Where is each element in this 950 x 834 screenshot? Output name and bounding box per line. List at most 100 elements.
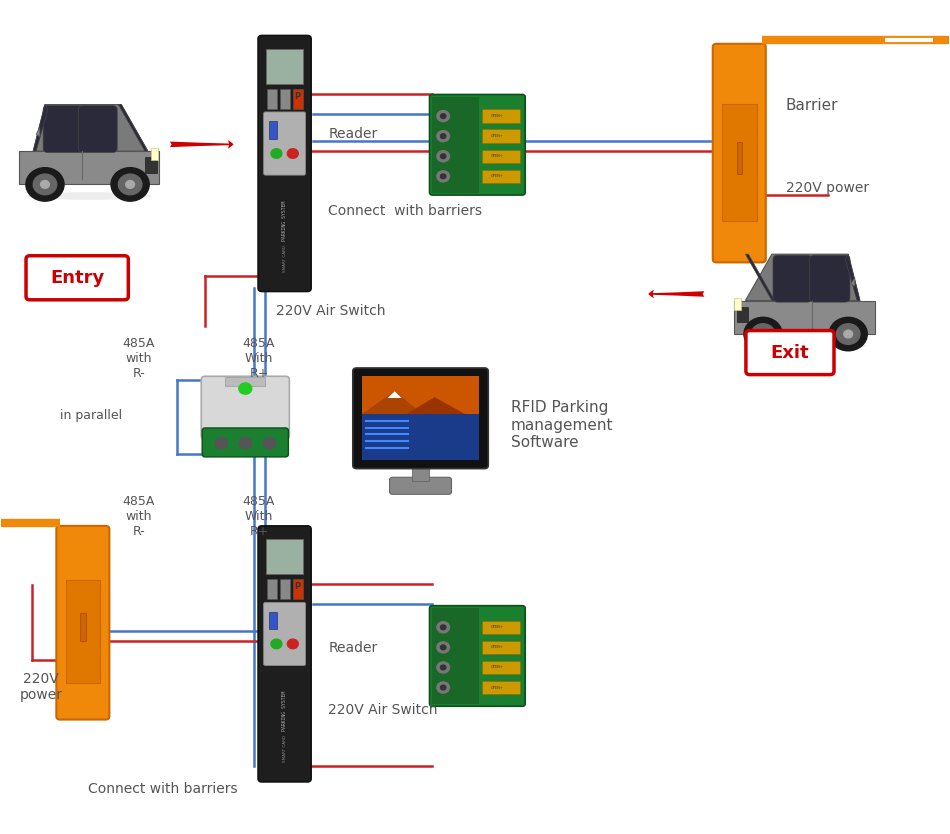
Text: RFID Parking
management
Software: RFID Parking management Software [511, 400, 614, 450]
Circle shape [441, 686, 446, 690]
Text: 485A
With
R+: 485A With R+ [243, 337, 276, 380]
Bar [293, 88, 303, 108]
FancyBboxPatch shape [201, 376, 290, 439]
Bar [722, 104, 756, 221]
Bar [66, 580, 100, 682]
Circle shape [238, 383, 252, 394]
Bar [269, 121, 276, 138]
Circle shape [441, 625, 446, 630]
Text: OPEN+: OPEN+ [491, 686, 504, 690]
Polygon shape [33, 104, 148, 151]
Text: OPEN+: OPEN+ [491, 646, 504, 650]
FancyBboxPatch shape [773, 255, 812, 302]
Text: Reader: Reader [328, 128, 377, 142]
Bar [482, 681, 520, 694]
Circle shape [829, 317, 867, 351]
Bar [293, 579, 303, 599]
Bar [362, 376, 480, 414]
Polygon shape [33, 104, 48, 151]
Circle shape [441, 665, 446, 670]
Circle shape [759, 330, 768, 338]
Bar [266, 48, 303, 83]
Bar [432, 97, 479, 193]
FancyBboxPatch shape [202, 428, 289, 457]
Text: OPEN+: OPEN+ [491, 114, 504, 118]
FancyBboxPatch shape [746, 330, 834, 374]
Circle shape [26, 168, 64, 201]
Text: OPEN+: OPEN+ [491, 174, 504, 178]
FancyBboxPatch shape [390, 477, 451, 495]
Bar [482, 129, 520, 143]
Circle shape [437, 622, 449, 633]
Circle shape [441, 645, 446, 650]
Circle shape [437, 151, 449, 162]
Text: Connect with barriers: Connect with barriers [87, 781, 238, 796]
Circle shape [271, 639, 282, 649]
Text: 485A
with
R-: 485A with R- [123, 337, 155, 380]
Text: Reader: Reader [328, 641, 377, 655]
Circle shape [263, 438, 276, 449]
Text: SMART CARD: SMART CARD [282, 735, 287, 762]
Circle shape [437, 662, 449, 673]
Bar [80, 613, 86, 641]
Text: 220V
power: 220V power [20, 672, 63, 702]
Text: Entry: Entry [50, 269, 104, 287]
Circle shape [437, 642, 449, 653]
Polygon shape [388, 391, 402, 398]
Circle shape [437, 131, 449, 142]
Circle shape [111, 168, 149, 201]
FancyBboxPatch shape [809, 255, 850, 302]
Polygon shape [851, 278, 855, 286]
Circle shape [33, 174, 57, 194]
FancyBboxPatch shape [263, 602, 306, 666]
Circle shape [125, 180, 135, 188]
Text: SMART CARD: SMART CARD [282, 244, 287, 272]
Text: Barrier: Barrier [786, 98, 838, 113]
Bar [280, 579, 290, 599]
FancyBboxPatch shape [43, 106, 84, 153]
Bar [482, 169, 520, 183]
Circle shape [744, 317, 782, 351]
Circle shape [238, 438, 252, 449]
Polygon shape [362, 391, 423, 414]
Bar [280, 88, 290, 108]
Polygon shape [846, 254, 860, 300]
Text: OPEN+: OPEN+ [491, 626, 504, 630]
FancyBboxPatch shape [429, 94, 525, 195]
Circle shape [41, 180, 49, 188]
Bar [482, 641, 520, 654]
Circle shape [441, 113, 446, 118]
FancyBboxPatch shape [79, 106, 117, 153]
Circle shape [836, 324, 860, 344]
Bar [266, 540, 303, 574]
Bar [411, 462, 429, 481]
Bar [362, 376, 480, 460]
Text: Connect  with barriers: Connect with barriers [328, 203, 483, 218]
Text: OPEN+: OPEN+ [491, 666, 504, 670]
Circle shape [437, 682, 449, 693]
Circle shape [287, 639, 298, 649]
Polygon shape [19, 151, 160, 184]
Bar [482, 620, 520, 634]
Text: OPEN+: OPEN+ [491, 154, 504, 158]
Circle shape [437, 111, 449, 122]
FancyBboxPatch shape [26, 256, 128, 299]
Circle shape [437, 171, 449, 182]
Circle shape [287, 148, 298, 158]
Text: 485A
with
R-: 485A with R- [123, 495, 155, 538]
Bar [733, 298, 741, 309]
FancyBboxPatch shape [258, 526, 312, 782]
Bar [269, 611, 276, 629]
Text: PARKING SYSTEM: PARKING SYSTEM [282, 201, 287, 241]
Text: 485A
With
R+: 485A With R+ [243, 495, 276, 538]
Circle shape [271, 148, 282, 158]
Circle shape [119, 174, 142, 194]
Polygon shape [733, 300, 875, 334]
Polygon shape [407, 397, 465, 414]
Text: 220V Air Switch: 220V Air Switch [276, 304, 386, 318]
Circle shape [441, 174, 446, 178]
Text: 220V power: 220V power [786, 182, 869, 195]
Ellipse shape [742, 342, 866, 349]
Text: Exit: Exit [770, 344, 809, 362]
Text: P: P [294, 582, 300, 591]
